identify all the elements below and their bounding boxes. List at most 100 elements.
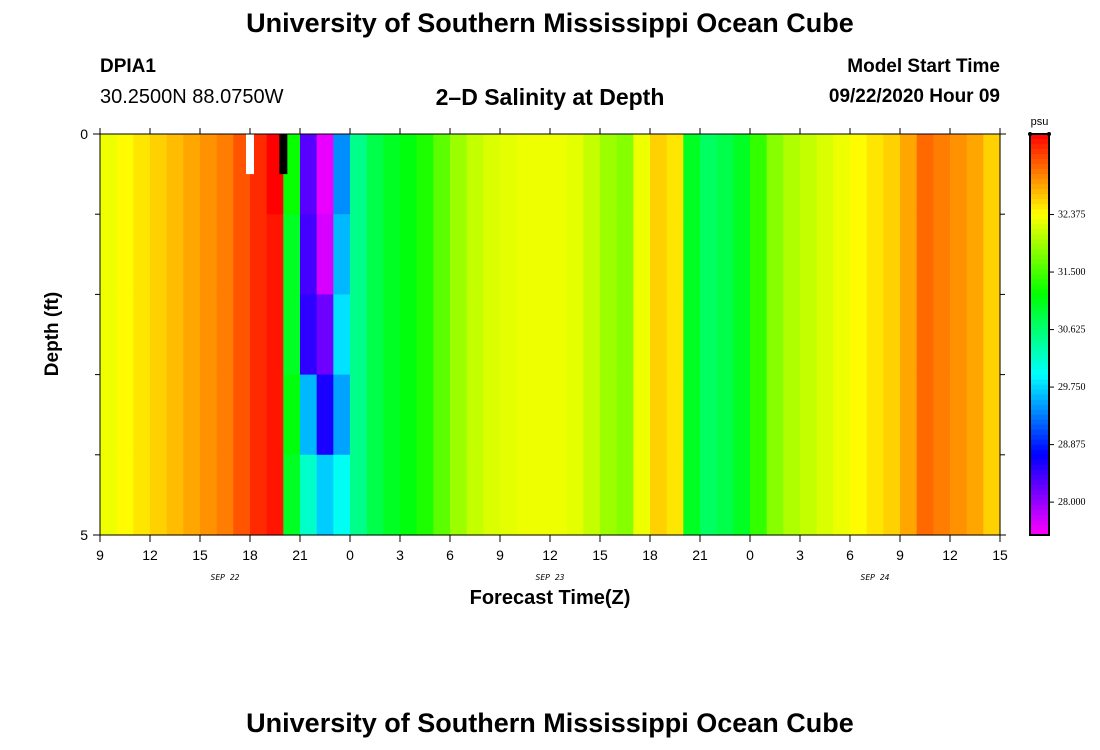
heatmap-cell [583, 294, 601, 376]
heatmap-cell [350, 454, 368, 536]
heatmap-cell [400, 214, 418, 295]
heatmap-cell [200, 134, 218, 215]
heatmap-cell [316, 454, 334, 536]
colorbar-swatch [1030, 319, 1049, 326]
heatmap-cell [233, 214, 251, 295]
heatmap-cell [266, 454, 284, 536]
colorbar-swatch [1030, 414, 1049, 421]
x-tick-label: 9 [96, 547, 104, 563]
colorbar-swatch [1030, 344, 1049, 351]
colorbar-swatch [1030, 309, 1049, 316]
heatmap-cell [316, 294, 334, 376]
heatmap-cell [783, 454, 801, 536]
colorbar-swatch [1030, 474, 1049, 481]
heatmap-cell [433, 134, 451, 215]
heatmap-cell [850, 454, 868, 536]
heatmap-cell [216, 454, 234, 536]
colorbar-swatch [1030, 274, 1049, 280]
heatmap-cell [716, 134, 734, 215]
heatmap-cell [150, 134, 168, 215]
heatmap-cell [366, 294, 384, 376]
colorbar-swatch [1030, 289, 1049, 295]
heatmap-cell [650, 294, 668, 376]
heatmap-cell [183, 454, 201, 536]
heatmap-cell [850, 134, 868, 215]
colorbar-swatch [1030, 269, 1049, 275]
colorbar-swatch [1030, 529, 1049, 536]
heatmap-cell [450, 374, 468, 456]
heatmap-cell [916, 134, 934, 215]
heatmap-cell [216, 214, 234, 295]
heatmap-cell [116, 454, 134, 536]
colorbar-swatch [1030, 239, 1049, 245]
x-tick-label: 18 [242, 547, 258, 563]
heatmap-cell [733, 374, 751, 456]
heatmap-cell [383, 134, 401, 215]
heatmap-cell [650, 214, 668, 295]
heatmap-cell [950, 214, 968, 295]
heatmap-cell [833, 214, 851, 295]
x-tick-label: 9 [496, 547, 504, 563]
heatmap-cell [833, 294, 851, 376]
heatmap-cell [450, 134, 468, 215]
colorbar-swatch [1030, 444, 1049, 451]
heatmap-cell [983, 374, 1001, 456]
heatmap-cell [250, 374, 268, 456]
heatmap-cell [616, 294, 634, 376]
heatmap-cell [200, 374, 218, 456]
heatmap-cell [666, 134, 684, 215]
heatmap-cell [383, 294, 401, 376]
y-tick-label: 5 [80, 527, 88, 543]
heatmap-cell [583, 454, 601, 536]
heatmap-cell [566, 374, 584, 456]
heatmap-cell [583, 134, 601, 215]
heatmap-cell [916, 374, 934, 456]
heatmap-cell [250, 294, 268, 376]
colorbar-swatch [1030, 424, 1049, 431]
colorbar-swatch [1030, 314, 1049, 321]
x-tick-label: 3 [396, 547, 404, 563]
heatmap-cell [283, 454, 301, 536]
heatmap-cell [433, 294, 451, 376]
heatmap-cell [966, 294, 984, 376]
heatmap-cell [716, 294, 734, 376]
x-tick-label: 12 [542, 547, 558, 563]
heatmap-cell [450, 294, 468, 376]
heatmap-cell [933, 294, 951, 376]
heatmap-cell [616, 454, 634, 536]
heatmap-cell [783, 294, 801, 376]
heatmap-cell [616, 134, 634, 215]
colorbar-swatch [1030, 504, 1049, 511]
heatmap-cell [183, 134, 201, 215]
heatmap-cell [700, 454, 718, 536]
heatmap-cell [416, 374, 434, 456]
heatmap-cell [700, 214, 718, 295]
colorbar-swatch [1030, 359, 1049, 366]
heatmap-cell [750, 134, 768, 215]
heatmap-cell [550, 214, 568, 295]
heatmap-cells [100, 134, 1001, 536]
heatmap-cell [700, 374, 718, 456]
heatmap-cell [216, 374, 234, 456]
heatmap-cell [383, 374, 401, 456]
heatmap-cell [600, 134, 618, 215]
heatmap-cell [283, 294, 301, 376]
heatmap-cell [133, 454, 151, 536]
heatmap-cell [483, 454, 501, 536]
colorbar-swatch [1030, 294, 1049, 301]
colorbar-tick-label: 31.500 [1058, 267, 1086, 278]
colorbar-swatch [1030, 409, 1049, 416]
heatmap-cell [683, 214, 701, 295]
heatmap-cell [350, 134, 368, 215]
x-axis-label: Forecast Time(Z) [470, 587, 631, 609]
colorbar-swatch [1030, 349, 1049, 356]
colorbar-swatch [1030, 254, 1049, 260]
heatmap-cell [283, 134, 301, 215]
heatmap-cell [366, 134, 384, 215]
heatmap-cell [316, 214, 334, 295]
heatmap-cell [583, 214, 601, 295]
heatmap-cell [683, 374, 701, 456]
heatmap-cell [766, 374, 784, 456]
heatmap-cell [300, 374, 318, 456]
x-tick-label: 12 [942, 547, 958, 563]
